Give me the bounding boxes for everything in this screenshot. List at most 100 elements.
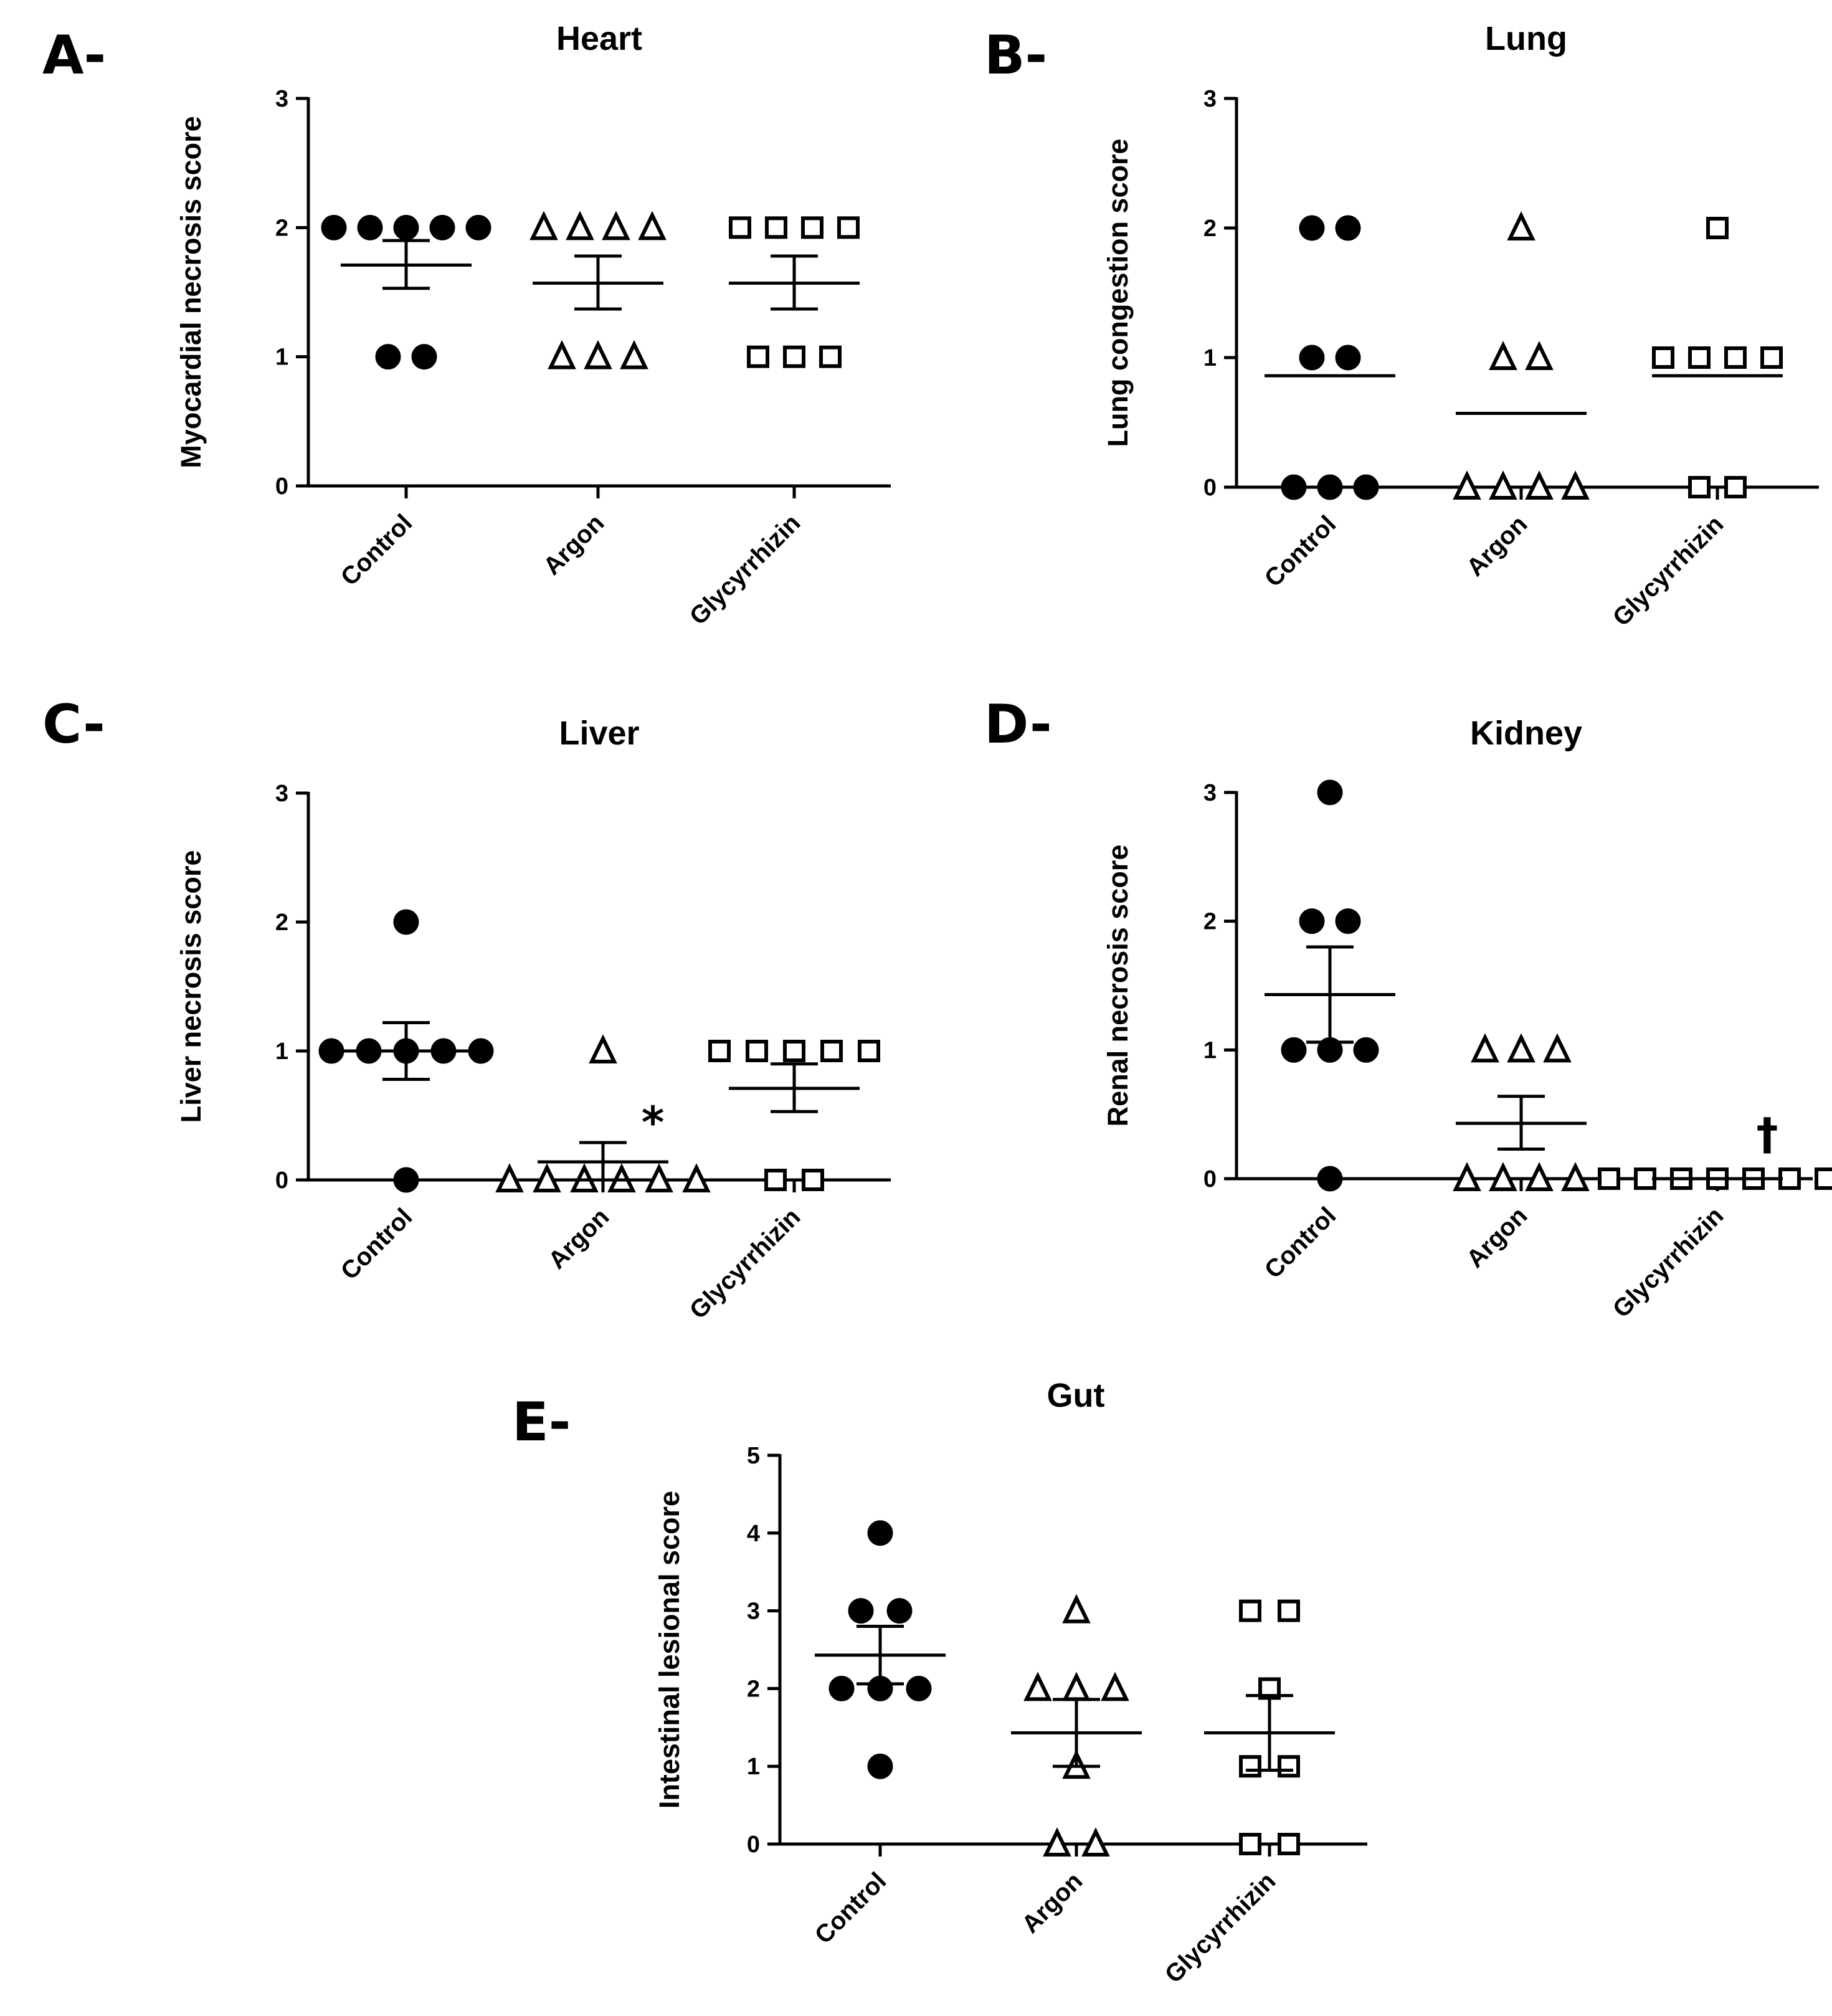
data-point-glycyrrhizin xyxy=(820,1040,843,1062)
y-tick-label: 1 xyxy=(1203,345,1217,371)
data-point-glycyrrhizin xyxy=(802,1169,824,1191)
data-point-argon xyxy=(1561,1162,1590,1191)
data-point-argon xyxy=(566,211,594,240)
data-point-argon xyxy=(529,211,558,240)
y-tick-label: 1 xyxy=(275,1039,288,1065)
panel-heart: A- Heart Myocardial necrosis score 0 1 2 3 Cont… xyxy=(42,20,891,630)
data-point-control xyxy=(867,1520,893,1546)
data-point-glycyrrhizin xyxy=(1706,217,1729,239)
y-tick-label: 2 xyxy=(275,215,288,241)
significance-marker: † xyxy=(1757,1109,1778,1160)
data-point-glycyrrhizin xyxy=(747,345,769,368)
data-point-control xyxy=(357,214,383,240)
x-tick-label-glycyrrhizin: Glycyrrhizin xyxy=(1608,1202,1729,1323)
chart-title: Lung xyxy=(1485,20,1567,57)
data-point-control xyxy=(906,1675,932,1701)
data-point-control xyxy=(1335,345,1361,371)
data-point-argon xyxy=(1489,470,1517,500)
x-tick-label-glycyrrhizin: Glycyrrhizin xyxy=(685,1203,806,1324)
data-point-glycyrrhizin xyxy=(765,216,787,239)
data-point-glycyrrhizin xyxy=(1760,346,1783,369)
x-tick-label-control: Control xyxy=(1260,510,1342,592)
data-point-glycyrrhizin xyxy=(708,1040,731,1062)
data-point-glycyrrhizin xyxy=(1278,1755,1300,1778)
panel-letter: A- xyxy=(42,24,106,87)
y-tick-label: 4 xyxy=(747,1521,760,1547)
data-point-argon xyxy=(1543,1033,1572,1063)
data-point-glycyrrhizin xyxy=(1724,346,1747,369)
data-point-control xyxy=(393,214,419,240)
data-point-glycyrrhizin xyxy=(858,1040,880,1062)
data-point-glycyrrhizin xyxy=(764,1169,787,1191)
x-tick-label-glycyrrhizin: Glycyrrhizin xyxy=(1160,1867,1281,1989)
y-tick-label: 2 xyxy=(1203,216,1217,242)
data-point-glycyrrhizin xyxy=(783,1040,805,1062)
data-point-control xyxy=(429,214,455,240)
data-point-argon xyxy=(1081,1827,1110,1857)
x-tick-label-glycyrrhizin: Glycyrrhizin xyxy=(1608,510,1729,632)
data-point-argon xyxy=(589,1034,617,1063)
y-tick-label: 3 xyxy=(1203,780,1217,806)
x-tick-label-control: Control xyxy=(336,509,418,591)
y-axis-label: Intestinal lesional score xyxy=(653,1491,685,1809)
data-point-argon xyxy=(645,1163,673,1192)
data-point-glycyrrhizin xyxy=(1598,1167,1620,1190)
y-tick-label: 1 xyxy=(275,345,288,371)
data-point-glycyrrhizin xyxy=(1239,1755,1261,1778)
data-point-argon xyxy=(1507,211,1535,240)
x-tick-label-argon: Argon xyxy=(1461,510,1532,581)
data-point-control xyxy=(867,1753,893,1779)
data-point-glycyrrhizin xyxy=(1652,346,1674,369)
panel-lung: B- Lung Lung congestion score 0 1 2 3 Control Ar… xyxy=(984,20,1819,632)
y-tick-label: 0 xyxy=(275,1167,288,1194)
x-tick-label-argon: Argon xyxy=(1017,1867,1088,1938)
y-tick-label: 0 xyxy=(1203,1166,1217,1192)
data-point-glycyrrhizin xyxy=(746,1040,768,1062)
data-point-control xyxy=(411,344,437,370)
data-point-glycyrrhizin xyxy=(1724,476,1747,498)
data-point-argon xyxy=(1043,1827,1071,1857)
data-point-argon xyxy=(1489,1162,1517,1191)
data-point-argon xyxy=(1453,470,1481,500)
chart-title: Gut xyxy=(1047,1377,1105,1414)
data-point-argon xyxy=(1101,1671,1129,1701)
data-point-control xyxy=(1353,1037,1379,1063)
y-tick-label: 2 xyxy=(1203,909,1217,935)
panel-kidney: D- Kidney Renal necrosis score 0 1 2 3 Control A… xyxy=(984,693,1832,1323)
x-tick-label-control: Control xyxy=(336,1203,418,1285)
data-point-argon xyxy=(1453,1162,1481,1191)
data-point-argon xyxy=(1525,1162,1554,1191)
panel-letter: D- xyxy=(984,693,1052,756)
data-point-argon xyxy=(620,340,648,369)
panel-letter: C- xyxy=(42,693,105,756)
y-tick-label: 2 xyxy=(275,910,288,936)
y-tick-label: 3 xyxy=(1203,86,1217,112)
data-point-control xyxy=(848,1598,874,1624)
data-point-control xyxy=(886,1598,913,1624)
data-point-argon xyxy=(682,1163,711,1192)
chart-title: Liver xyxy=(559,715,639,752)
y-tick-label: 3 xyxy=(275,781,288,807)
data-point-glycyrrhizin xyxy=(1688,346,1711,369)
data-point-glycyrrhizin xyxy=(1239,1599,1261,1622)
data-point-control xyxy=(1353,474,1379,500)
data-point-glycyrrhizin xyxy=(1634,1167,1656,1190)
panel-letter: E- xyxy=(512,1391,571,1453)
data-point-control xyxy=(1281,474,1307,500)
data-point-control xyxy=(1299,345,1325,371)
data-point-control xyxy=(1299,215,1325,241)
data-point-argon xyxy=(1062,1594,1091,1624)
y-tick-label: 2 xyxy=(747,1676,760,1702)
y-tick-label: 5 xyxy=(747,1443,760,1469)
data-point-glycyrrhizin xyxy=(1278,1833,1300,1855)
data-point-argon xyxy=(1489,341,1517,370)
data-point-glycyrrhizin xyxy=(837,216,860,239)
data-point-glycyrrhizin xyxy=(1278,1599,1300,1622)
data-point-glycyrrhizin xyxy=(729,216,751,239)
data-point-control xyxy=(1317,1166,1343,1192)
data-point-argon xyxy=(638,211,667,240)
x-tick-label-control: Control xyxy=(810,1867,892,1949)
y-tick-label: 0 xyxy=(275,473,288,500)
data-point-control xyxy=(1317,779,1343,806)
